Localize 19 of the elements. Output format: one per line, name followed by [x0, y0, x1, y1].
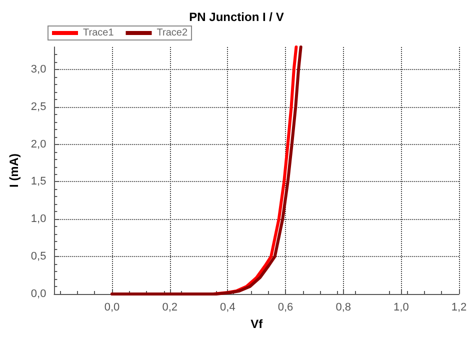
x-tick-label: 1,0: [394, 302, 409, 314]
x-tick-label: 0,2: [162, 302, 178, 314]
x-tick-label: 0,0: [104, 302, 120, 314]
y-tick-label: 1,5: [30, 176, 46, 188]
y-axis-title: I (mA): [7, 154, 21, 188]
x-tick-label: 0,8: [336, 302, 351, 314]
y-tick-label: 0,0: [30, 288, 46, 300]
y-tick-label: 0,5: [30, 250, 46, 263]
legend-label: Trace2: [156, 28, 188, 38]
y-tick-label: 2,5: [30, 100, 46, 113]
x-tick-label: 0,6: [278, 302, 294, 314]
y-tick-label: 3,0: [30, 63, 46, 76]
chart-title: PN Junction I / V: [189, 10, 284, 24]
y-tick-label: 2,0: [30, 138, 46, 150]
y-tick-label: 1,0: [30, 213, 46, 226]
x-tick-label: 0,4: [220, 302, 236, 314]
legend-label: Trace1: [83, 28, 114, 38]
x-tick-label: 1,2: [451, 302, 467, 314]
x-axis-title: Vf: [250, 316, 264, 331]
